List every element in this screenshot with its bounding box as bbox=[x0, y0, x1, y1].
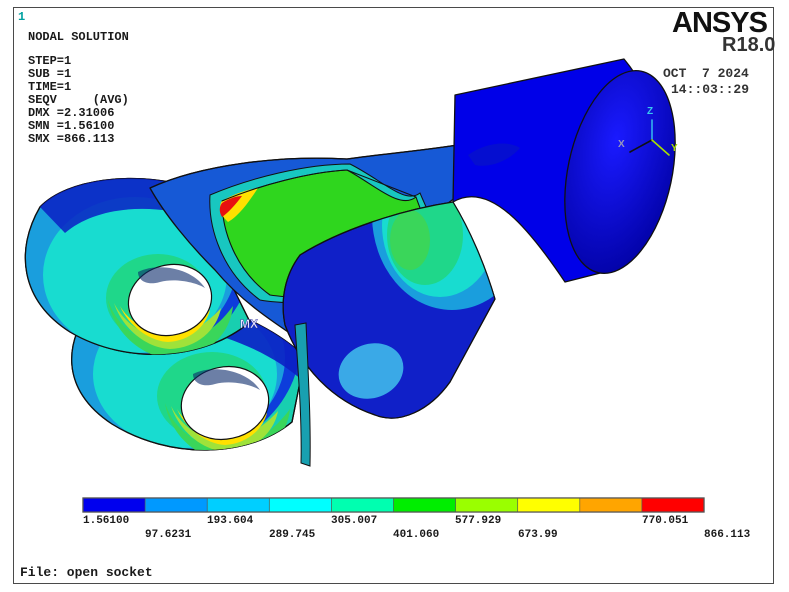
svg-text:Z: Z bbox=[647, 106, 653, 117]
svg-text:MX: MX bbox=[240, 317, 258, 331]
svg-text:Y: Y bbox=[671, 143, 678, 154]
svg-text:X: X bbox=[618, 139, 625, 150]
